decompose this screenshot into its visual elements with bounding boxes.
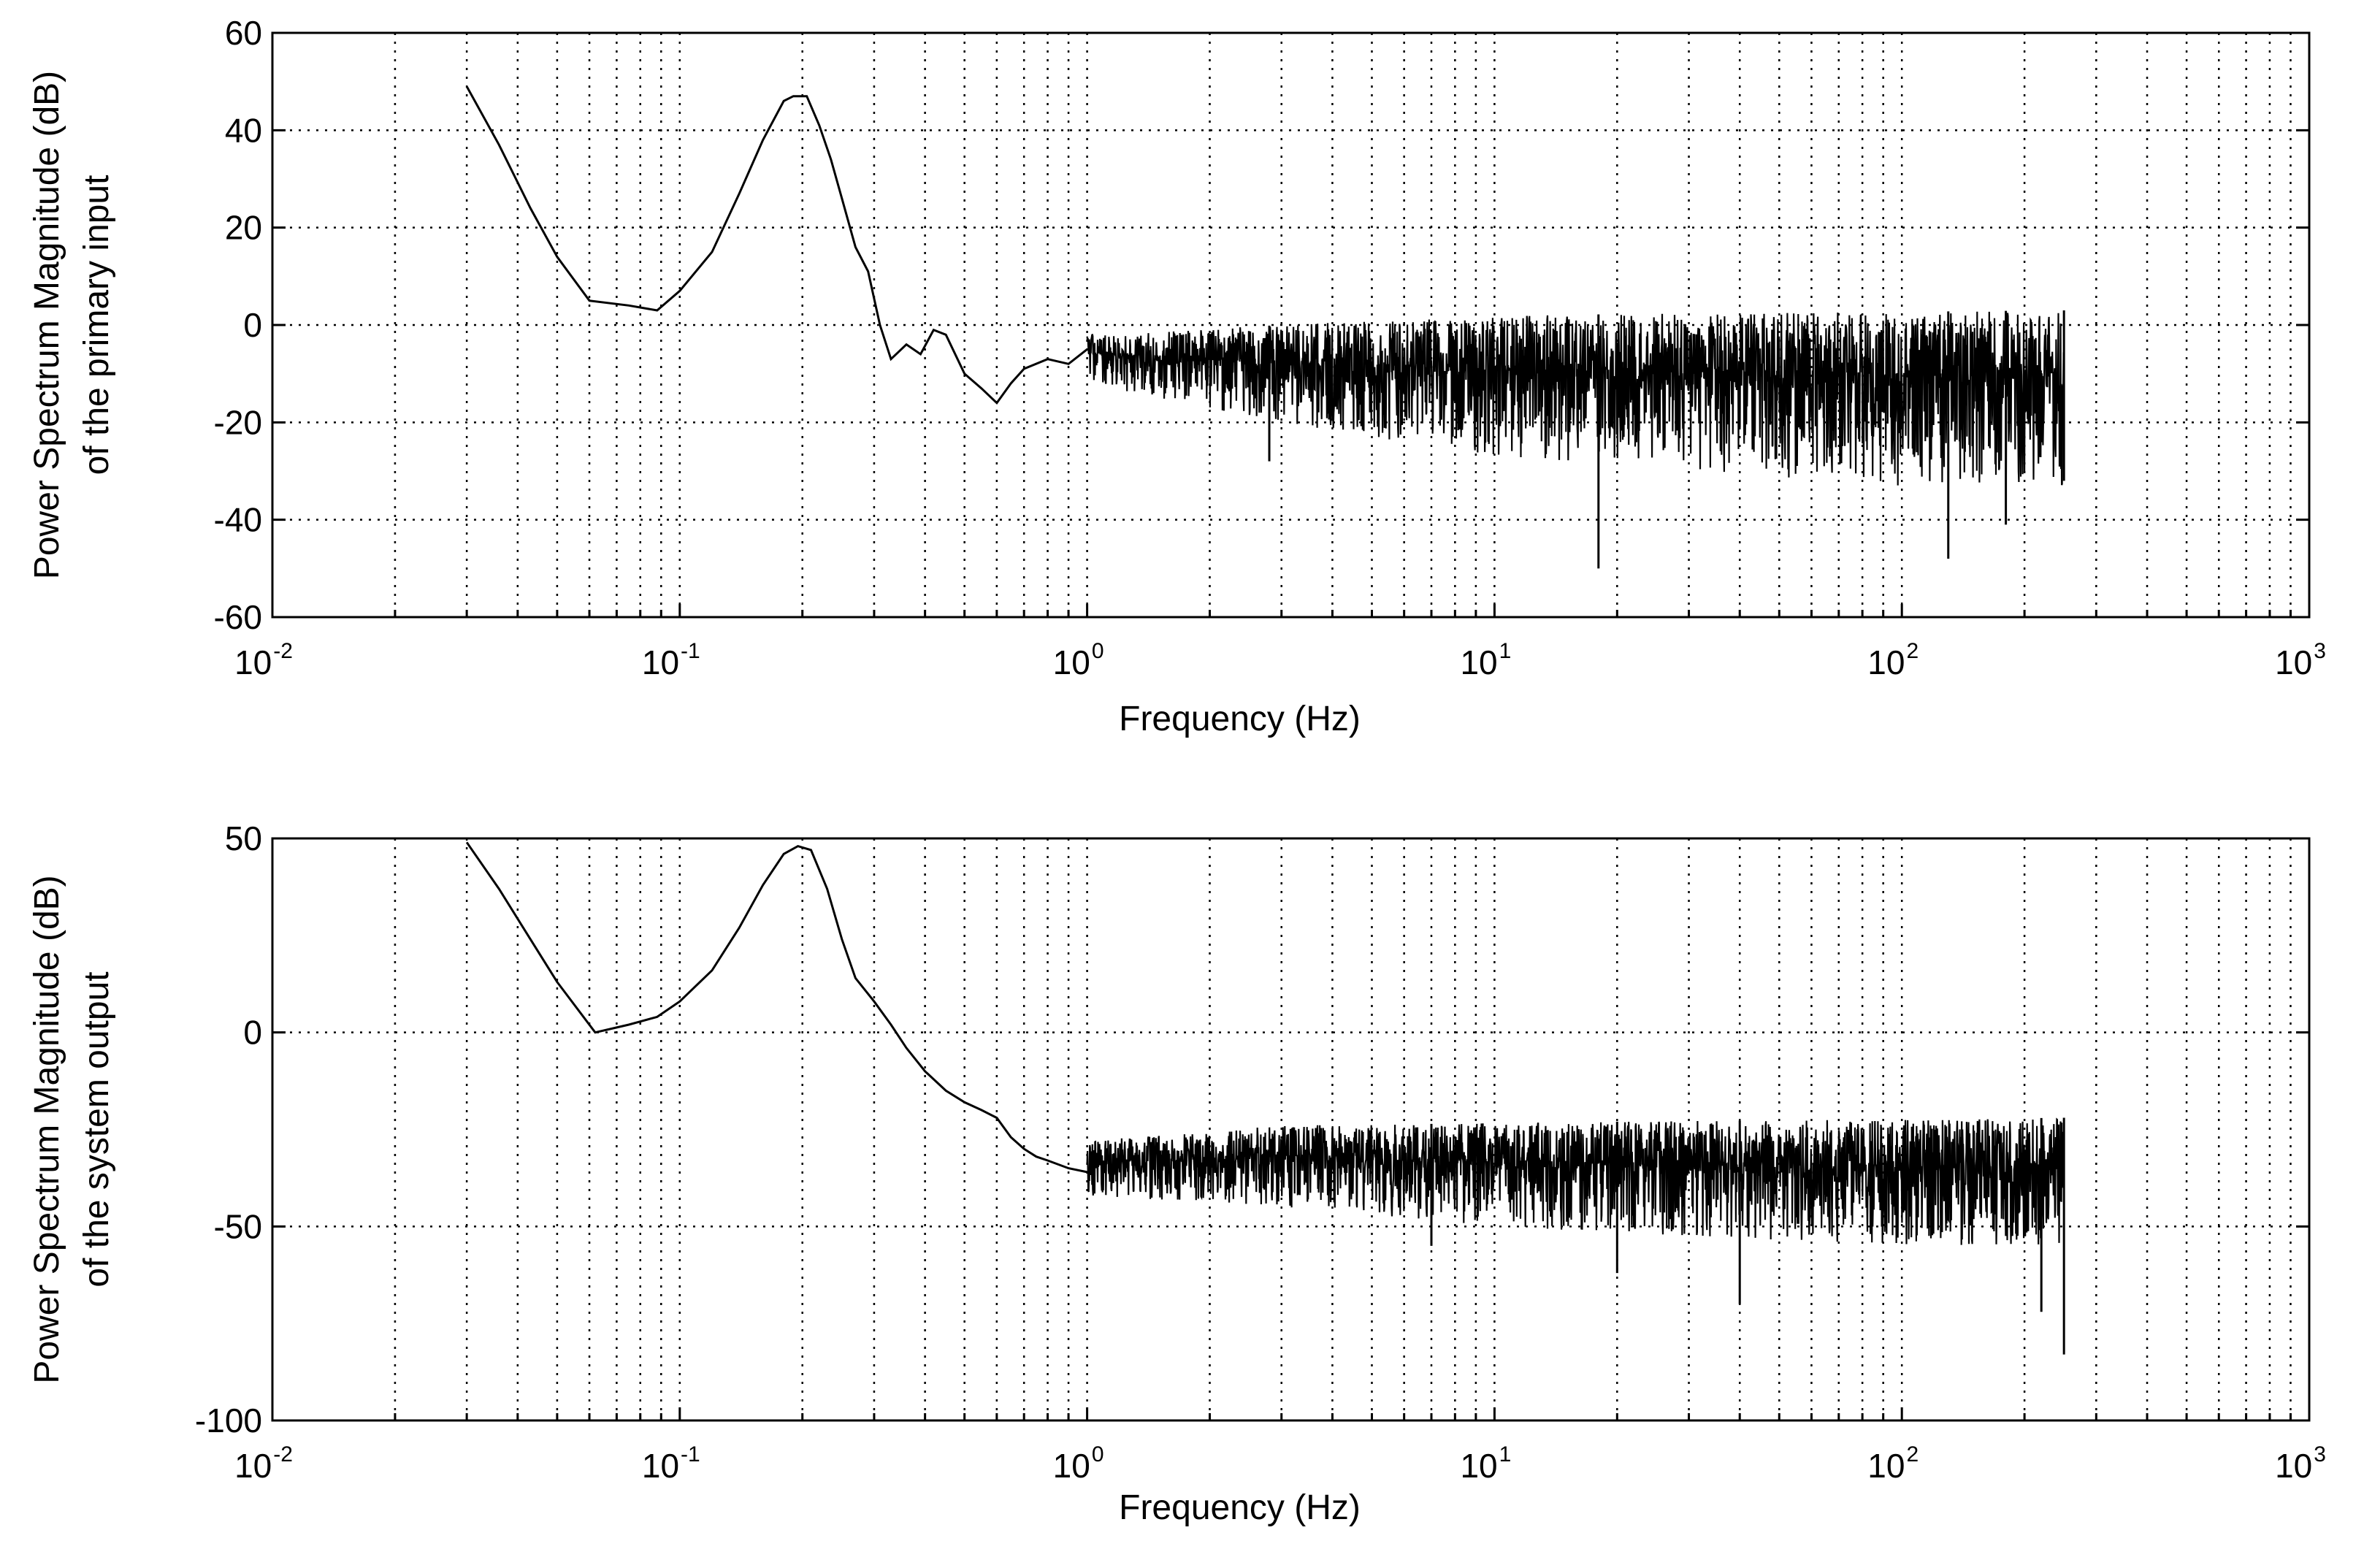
- y-tick-label: -40: [214, 501, 262, 539]
- y-axis-title: of the system output: [77, 971, 116, 1287]
- y-axis-title: of the primary input: [77, 175, 116, 475]
- y-tick-label: 20: [225, 209, 262, 247]
- chart-panel-1: -60 -40 -20 0 20 40 60 10-2 10-1 100 101 102 103 Freq…: [28, 14, 2326, 738]
- chart-panel-2: -100 -50 0 50 10-2 10-1 100 101 102 103 Frequency …: [28, 819, 2326, 1527]
- y-tick-label: -100: [195, 1401, 262, 1439]
- y-tick-label: -20: [214, 403, 262, 441]
- series-line: [465, 85, 1088, 405]
- y-tick-label: 40: [225, 111, 262, 149]
- x-tick-label: 102: [1867, 639, 1919, 681]
- x-tick-label: 101: [1460, 1442, 1511, 1485]
- noise-trace: [1086, 1117, 2065, 1245]
- y-tick-label: 60: [225, 14, 262, 52]
- x-tick-label: 10-2: [234, 1442, 293, 1485]
- x-tick-label: 100: [1053, 1442, 1104, 1485]
- y-axis-title: Power Spectrum Magnitude (dB): [28, 71, 66, 579]
- y-tick-label: 0: [243, 1014, 262, 1052]
- y-tick-label: -60: [214, 598, 262, 636]
- x-tick-label: 10-1: [642, 1442, 700, 1485]
- x-tick-label: 102: [1867, 1442, 1919, 1485]
- x-tick-label: 103: [2275, 639, 2326, 681]
- x-tick-label: 10-2: [234, 639, 293, 681]
- x-tick-label: 10-1: [642, 639, 700, 681]
- x-axis-title: Frequency (Hz): [1119, 1488, 1361, 1527]
- y-tick-label: 0: [243, 306, 262, 344]
- x-tick-label: 103: [2275, 1442, 2326, 1485]
- series-line: [465, 841, 1087, 1174]
- x-axis-title: Frequency (Hz): [1119, 700, 1361, 738]
- y-tick-label: 50: [225, 819, 262, 857]
- y-axis-title: Power Spectrum Magnitude (dB): [28, 875, 66, 1383]
- y-tick-label: -50: [214, 1207, 262, 1245]
- noise-trace: [1086, 311, 2065, 486]
- x-tick-label: 100: [1053, 639, 1104, 681]
- x-tick-label: 101: [1460, 639, 1511, 681]
